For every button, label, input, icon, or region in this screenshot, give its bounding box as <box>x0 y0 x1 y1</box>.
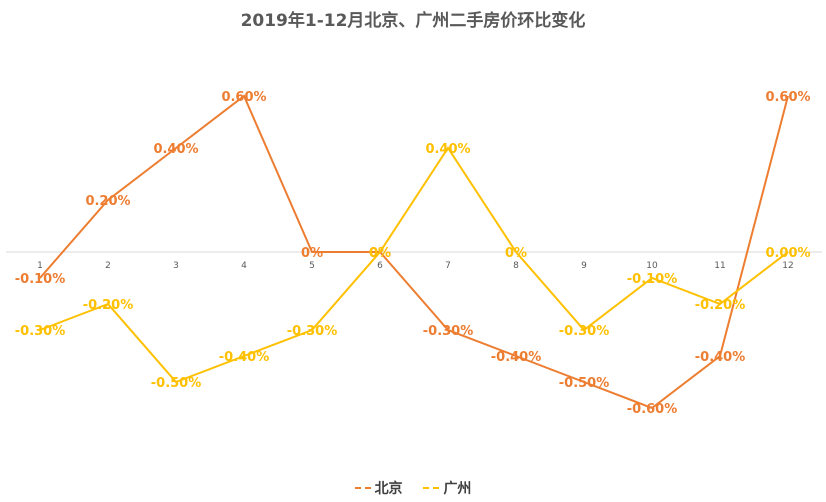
data-label-beijing: 0.60% <box>765 90 810 105</box>
x-tick-label: 6 <box>377 261 383 271</box>
legend: 北京 广州 <box>0 478 826 498</box>
series-line-guangzhou <box>39 146 789 384</box>
data-label-beijing: 0.40% <box>153 142 198 157</box>
data-label-beijing: -0.40% <box>491 350 542 365</box>
x-tick-label: 4 <box>241 261 247 271</box>
x-tick-label: 10 <box>646 261 658 271</box>
legend-item-guangzhou: 广州 <box>423 478 471 498</box>
data-label-beijing: -0.40% <box>695 350 746 365</box>
data-label-guangzhou: -0.40% <box>219 350 270 365</box>
legend-swatch-beijing <box>354 487 371 491</box>
x-tick-label: 1 <box>37 261 43 271</box>
data-label-beijing: -0.10% <box>15 272 66 287</box>
legend-item-beijing: 北京 <box>354 478 403 498</box>
legend-label-guangzhou: 广州 <box>443 481 472 497</box>
data-label-guangzhou: -0.20% <box>83 298 134 313</box>
data-label-guangzhou: -0.10% <box>627 272 678 287</box>
chart-title: 2019年1-12月北京、广州二手房价环比变化 <box>240 11 586 31</box>
data-label-beijing: 0.20% <box>85 194 130 209</box>
x-tick-label: 2 <box>105 261 111 271</box>
data-label-beijing: 0% <box>369 246 391 261</box>
data-label-guangzhou: -0.20% <box>695 298 746 313</box>
data-label-beijing: -0.30% <box>423 324 474 339</box>
data-label-beijing: 0.60% <box>221 90 266 105</box>
x-tick-label: 7 <box>445 261 451 271</box>
data-label-guangzhou: 0% <box>505 246 527 261</box>
x-tick-label: 12 <box>782 261 793 271</box>
x-tick-label: 3 <box>173 261 179 271</box>
data-label-guangzhou: 0.40% <box>425 142 470 157</box>
x-tick-label: 5 <box>309 261 315 271</box>
data-label-guangzhou: 0% <box>369 246 391 261</box>
x-tick-label: 9 <box>581 261 587 271</box>
data-label-guangzhou: -0.30% <box>559 324 610 339</box>
data-label-guangzhou: -0.50% <box>151 376 202 391</box>
plot-area: 1 2 3 4 5 6 7 8 9 10 11 12-0.10%0.20%0.40%0.60%0% 0%… <box>6 90 822 417</box>
legend-swatch-guangzhou <box>423 487 440 491</box>
legend-label-beijing: 北京 <box>374 481 403 497</box>
data-label-beijing: 0% <box>301 246 323 261</box>
data-label-beijing: -0.60% <box>627 402 678 417</box>
x-tick-label: 11 <box>714 261 725 271</box>
data-label-guangzhou: 0.00% <box>765 246 810 261</box>
x-tick-label: 8 <box>513 261 519 271</box>
data-label-guangzhou: -0.30% <box>287 324 338 339</box>
data-label-guangzhou: -0.30% <box>15 324 66 339</box>
data-label-beijing: -0.50% <box>559 376 610 391</box>
series-line-beijing <box>39 94 789 410</box>
